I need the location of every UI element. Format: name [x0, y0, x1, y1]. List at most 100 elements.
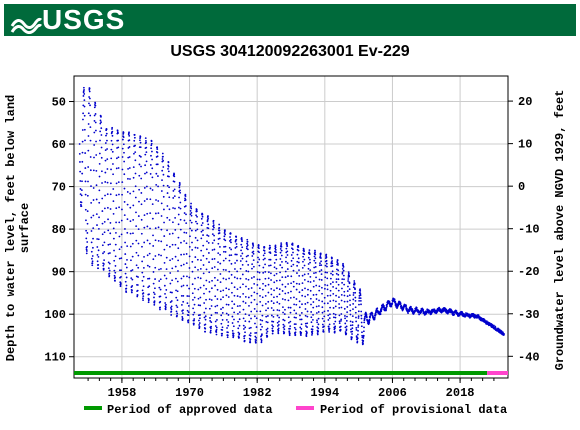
data-point	[380, 307, 383, 310]
data-point	[209, 329, 212, 332]
data-point	[208, 307, 211, 310]
data-point	[150, 147, 153, 150]
data-point	[234, 253, 237, 256]
data-point	[156, 155, 159, 158]
data-point	[250, 287, 253, 289]
data-point	[169, 245, 171, 248]
data-point	[246, 240, 249, 243]
data-point	[173, 173, 176, 176]
data-point	[132, 204, 135, 207]
data-point	[210, 327, 212, 330]
data-point	[312, 285, 315, 288]
data-point	[79, 180, 82, 182]
data-point	[303, 253, 306, 256]
data-point	[91, 264, 94, 267]
data-point	[114, 271, 117, 274]
data-point	[135, 225, 138, 228]
data-point	[128, 146, 131, 148]
data-point	[311, 332, 314, 335]
y-right-tick-label: 0	[518, 180, 525, 194]
data-point	[340, 313, 343, 315]
data-point	[194, 256, 197, 258]
data-point	[111, 150, 114, 153]
data-point	[160, 254, 162, 257]
data-point	[188, 276, 191, 279]
data-point	[268, 258, 271, 261]
data-point	[273, 262, 276, 264]
data-point	[181, 312, 184, 315]
data-point	[183, 212, 186, 214]
data-point	[274, 244, 277, 247]
data-point	[152, 271, 155, 273]
data-point	[144, 172, 146, 175]
data-point	[87, 112, 90, 115]
data-point	[190, 202, 192, 205]
data-point	[161, 152, 164, 155]
data-point	[338, 306, 341, 309]
data-point	[84, 180, 87, 183]
data-point	[262, 266, 265, 269]
data-point	[210, 287, 213, 290]
data-point	[360, 310, 363, 313]
data-point	[362, 330, 365, 333]
data-point	[265, 309, 267, 312]
data-point	[282, 326, 285, 329]
data-point	[280, 244, 283, 246]
data-point	[334, 305, 337, 308]
data-point	[266, 335, 269, 338]
data-point	[226, 327, 228, 329]
data-point	[351, 321, 354, 323]
data-point	[350, 336, 353, 339]
data-series	[78, 86, 505, 346]
data-point	[327, 314, 330, 317]
usgs-header-bar: USGS	[4, 4, 576, 36]
data-point	[137, 276, 139, 278]
data-point	[318, 285, 321, 288]
data-point	[100, 127, 103, 130]
data-point	[311, 318, 314, 321]
data-point	[354, 291, 357, 294]
data-point	[290, 259, 293, 262]
data-point	[193, 311, 196, 314]
data-point	[125, 276, 128, 279]
data-point	[255, 339, 257, 342]
data-point	[80, 194, 83, 197]
data-point	[221, 332, 224, 335]
data-point	[142, 295, 145, 297]
data-point	[224, 245, 227, 248]
data-point	[365, 313, 368, 316]
data-point	[281, 260, 283, 263]
data-point	[169, 306, 172, 309]
data-point	[208, 298, 211, 301]
data-point	[300, 318, 303, 321]
data-point	[101, 210, 104, 212]
data-point	[310, 321, 313, 324]
data-point	[299, 314, 301, 317]
data-point	[168, 219, 171, 221]
data-point	[208, 290, 211, 293]
data-point	[313, 259, 316, 262]
data-point	[168, 175, 170, 178]
data-point	[160, 190, 163, 192]
data-point	[306, 301, 309, 304]
data-point	[307, 272, 310, 275]
data-point	[289, 306, 292, 309]
data-point	[112, 237, 115, 240]
data-point	[359, 299, 362, 302]
data-point	[110, 168, 112, 171]
data-point	[92, 199, 95, 201]
data-point	[151, 189, 154, 191]
data-point	[320, 260, 322, 263]
data-point	[140, 218, 143, 221]
data-point	[296, 253, 299, 256]
data-point	[190, 214, 193, 217]
data-point	[89, 104, 91, 107]
data-point	[334, 313, 337, 316]
data-point	[323, 287, 326, 290]
data-point	[292, 263, 295, 266]
data-point	[288, 321, 290, 324]
data-point	[225, 278, 227, 281]
data-point	[211, 258, 214, 261]
data-point	[128, 167, 131, 169]
data-point	[90, 250, 93, 253]
